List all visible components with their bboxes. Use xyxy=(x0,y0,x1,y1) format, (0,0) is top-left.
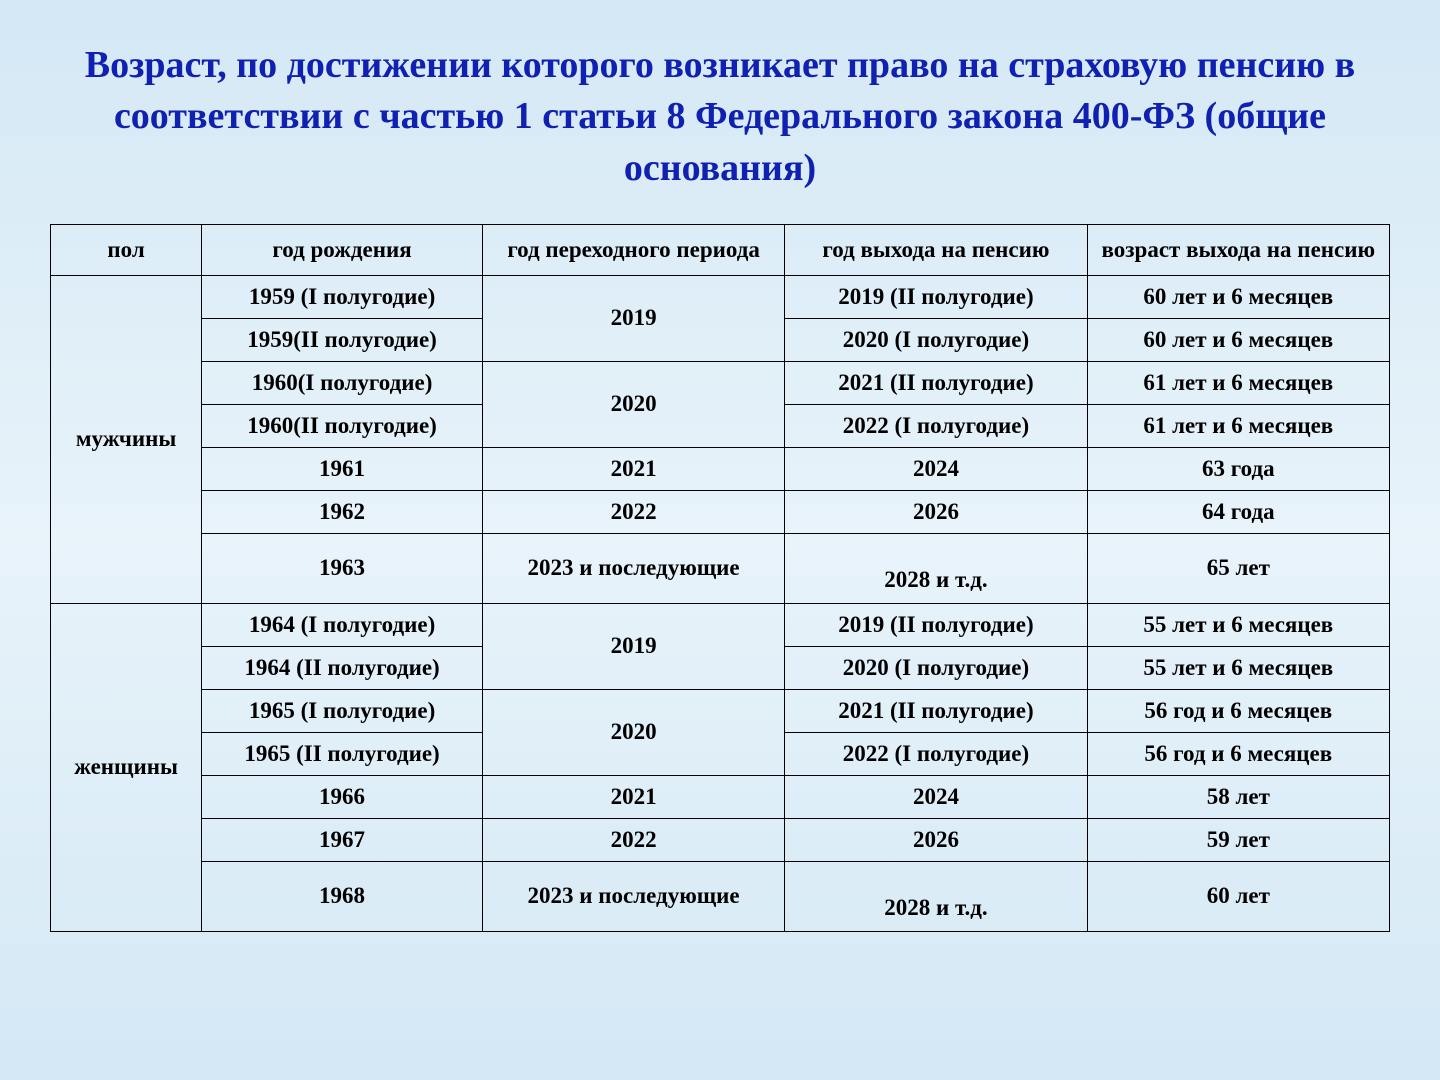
retirement-cell: 2022 (I полугодие) xyxy=(785,404,1087,447)
age-cell: 65 лет xyxy=(1087,533,1389,603)
transition-cell: 2023 и последующие xyxy=(482,861,784,931)
age-cell: 63 года xyxy=(1087,447,1389,490)
table-row: 19612021202463 года xyxy=(51,447,1390,490)
transition-cell: 2019 xyxy=(482,275,784,361)
table-row: 19632023 и последующие2028 и т.д.65 лет xyxy=(51,533,1390,603)
transition-cell: 2023 и последующие xyxy=(482,533,784,603)
transition-cell: 2019 xyxy=(482,603,784,689)
birth-cell: 1965 (I полугодие) xyxy=(202,689,483,732)
birth-cell: 1966 xyxy=(202,775,483,818)
table-row: 1965 (I полугодие)20202021 (II полугодие… xyxy=(51,689,1390,732)
transition-cell: 2021 xyxy=(482,775,784,818)
retirement-cell: 2026 xyxy=(785,490,1087,533)
retirement-cell: 2024 xyxy=(785,775,1087,818)
pension-table: пол год рождения год переходного периода… xyxy=(50,224,1390,932)
table-row: 1960(I полугодие)20202021 (II полугодие)… xyxy=(51,361,1390,404)
table-row: 19622022202664 года xyxy=(51,490,1390,533)
table-header-row: пол год рождения год переходного периода… xyxy=(51,224,1390,275)
col-header-age: возраст выхода на пенсию xyxy=(1087,224,1389,275)
birth-cell: 1959(II полугодие) xyxy=(202,318,483,361)
table-row: женщины1964 (I полугодие)20192019 (II по… xyxy=(51,603,1390,646)
retirement-cell: 2028 и т.д. xyxy=(785,533,1087,603)
transition-cell: 2022 xyxy=(482,818,784,861)
age-cell: 55 лет и 6 месяцев xyxy=(1087,603,1389,646)
birth-cell: 1964 (I полугодие) xyxy=(202,603,483,646)
birth-cell: 1963 xyxy=(202,533,483,603)
birth-cell: 1959 (I полугодие) xyxy=(202,275,483,318)
col-header-gender: пол xyxy=(51,224,202,275)
table-row: 19682023 и последующие2028 и т.д.60 лет xyxy=(51,861,1390,931)
gender-cell: женщины xyxy=(51,603,202,931)
retirement-cell: 2026 xyxy=(785,818,1087,861)
birth-cell: 1962 xyxy=(202,490,483,533)
table-row: 19662021202458 лет xyxy=(51,775,1390,818)
age-cell: 59 лет xyxy=(1087,818,1389,861)
retirement-cell: 2019 (II полугодие) xyxy=(785,603,1087,646)
col-header-birth: год рождения xyxy=(202,224,483,275)
birth-cell: 1960(I полугодие) xyxy=(202,361,483,404)
col-header-retirement: год выхода на пенсию xyxy=(785,224,1087,275)
table-body: мужчины1959 (I полугодие)20192019 (II по… xyxy=(51,275,1390,931)
birth-cell: 1961 xyxy=(202,447,483,490)
age-cell: 64 года xyxy=(1087,490,1389,533)
table-row: 19672022202659 лет xyxy=(51,818,1390,861)
age-cell: 56 год и 6 месяцев xyxy=(1087,732,1389,775)
birth-cell: 1964 (II полугодие) xyxy=(202,646,483,689)
age-cell: 58 лет xyxy=(1087,775,1389,818)
retirement-cell: 2020 (I полугодие) xyxy=(785,318,1087,361)
age-cell: 56 год и 6 месяцев xyxy=(1087,689,1389,732)
retirement-cell: 2022 (I полугодие) xyxy=(785,732,1087,775)
retirement-cell: 2020 (I полугодие) xyxy=(785,646,1087,689)
birth-cell: 1967 xyxy=(202,818,483,861)
transition-cell: 2022 xyxy=(482,490,784,533)
birth-cell: 1960(II полугодие) xyxy=(202,404,483,447)
birth-cell: 1968 xyxy=(202,861,483,931)
transition-cell: 2021 xyxy=(482,447,784,490)
transition-cell: 2020 xyxy=(482,361,784,447)
retirement-cell: 2019 (II полугодие) xyxy=(785,275,1087,318)
retirement-cell: 2028 и т.д. xyxy=(785,861,1087,931)
age-cell: 60 лет и 6 месяцев xyxy=(1087,275,1389,318)
birth-cell: 1965 (II полугодие) xyxy=(202,732,483,775)
transition-cell: 2020 xyxy=(482,689,784,775)
age-cell: 61 лет и 6 месяцев xyxy=(1087,404,1389,447)
retirement-cell: 2024 xyxy=(785,447,1087,490)
age-cell: 61 лет и 6 месяцев xyxy=(1087,361,1389,404)
col-header-transition: год переходного периода xyxy=(482,224,784,275)
gender-cell: мужчины xyxy=(51,275,202,603)
table-row: мужчины1959 (I полугодие)20192019 (II по… xyxy=(51,275,1390,318)
retirement-cell: 2021 (II полугодие) xyxy=(785,361,1087,404)
age-cell: 60 лет xyxy=(1087,861,1389,931)
retirement-cell: 2021 (II полугодие) xyxy=(785,689,1087,732)
age-cell: 60 лет и 6 месяцев xyxy=(1087,318,1389,361)
page-title: Возраст, по достижении которого возникае… xyxy=(50,40,1390,194)
age-cell: 55 лет и 6 месяцев xyxy=(1087,646,1389,689)
